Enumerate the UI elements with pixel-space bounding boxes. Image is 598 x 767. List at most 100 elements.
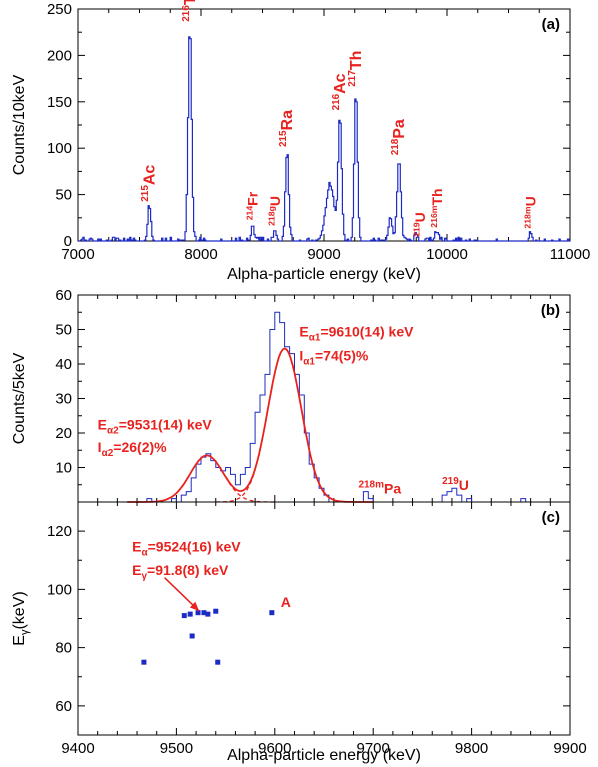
- annot-rest: =91.8(8) keV: [147, 562, 229, 578]
- data-point: [141, 659, 147, 665]
- isotope-label: 218mU: [522, 196, 538, 228]
- data-point: [201, 610, 207, 616]
- isotope-mass: 218m: [358, 479, 384, 490]
- y-tick-label: 120: [47, 523, 72, 540]
- fit-annotation: Iα1=74(5)%: [299, 348, 368, 368]
- y-tick-label: 10: [55, 460, 72, 477]
- isotope-label: 216Th: [181, 0, 199, 22]
- isotope-label: 218Pa: [390, 119, 408, 155]
- x-tick-label: 9700: [357, 740, 390, 757]
- isotope-mass: 219: [442, 476, 459, 487]
- isotope-label: 219U: [412, 212, 428, 237]
- isotope-symbol: U: [412, 212, 428, 222]
- annot-base: E: [132, 539, 141, 555]
- ylabel-base: E: [11, 635, 28, 646]
- isotope-label: 214Fr: [244, 191, 260, 220]
- x-tick-label: 11000: [550, 246, 591, 263]
- isotope-symbol: U: [267, 196, 283, 206]
- isotope-mass: 216: [181, 5, 192, 22]
- isotope-mass: 217: [347, 70, 358, 87]
- isotope-symbol: Fr: [245, 191, 261, 206]
- isotope-symbol: Pa: [391, 119, 408, 139]
- isotope-label: 216mTh: [429, 188, 445, 227]
- annot-base: E: [98, 417, 107, 433]
- isotope-mass: 216m: [429, 205, 439, 227]
- annot-rest: =9531(14) keV: [119, 417, 213, 433]
- point-label-a: A: [281, 594, 291, 610]
- x-tick-label: 9000: [307, 246, 340, 263]
- x-tick-label: 9400: [61, 740, 94, 757]
- x-tick-label: 8000: [184, 246, 217, 263]
- isotope-label: 215Ac: [140, 165, 158, 202]
- annot-sub: α1: [303, 357, 315, 368]
- y-tick-label: 0: [64, 233, 72, 250]
- y-axis-title-a: Counts/10keV: [11, 74, 28, 175]
- annot-base: I: [98, 439, 102, 455]
- histogram-b: [78, 311, 570, 503]
- annot-base: E: [299, 323, 308, 339]
- spectrum-line-a: [78, 36, 570, 242]
- isotope-label: 215Ra: [278, 110, 296, 147]
- isotope-mass: 218: [390, 138, 401, 155]
- x-tick-label: 9600: [258, 740, 291, 757]
- isotope-symbol: Ac: [141, 165, 158, 186]
- isotope-mass: 215: [140, 185, 151, 202]
- isotope-symbol: Th: [348, 51, 365, 71]
- y-tick-label: 200: [47, 47, 72, 64]
- fit-component-2: [215, 347, 354, 503]
- panel-label-b: (b): [541, 302, 560, 319]
- isotope-symbol: Ac: [332, 73, 349, 94]
- panel-label-a: (a): [542, 16, 560, 33]
- x-axis-title-c: Alpha-particle energy (keV): [227, 747, 421, 764]
- y-tick-label: 100: [47, 581, 72, 598]
- isotope-mass: 218m: [522, 206, 532, 228]
- isotope-symbol: Th: [182, 0, 199, 5]
- plot-frame-a: [77, 8, 571, 242]
- isotope-symbol: U: [459, 477, 469, 493]
- y-tick-label: 150: [47, 94, 72, 111]
- annot-sub: γ: [141, 571, 147, 582]
- y-axis-title-b: Counts/5keV: [11, 352, 28, 444]
- isotope-mass: 214: [244, 206, 254, 221]
- data-point: [269, 610, 275, 616]
- isotope-mass: 219: [412, 222, 422, 237]
- isotope-label: 216Ac: [331, 73, 349, 110]
- y-axis-title-c: Eγ(keV): [11, 591, 31, 645]
- annot-sub: α2: [107, 426, 119, 437]
- gamma-annotation: Eα=9524(16) keV: [132, 539, 241, 559]
- fit-annotation: Eα2=9531(14) keV: [98, 417, 213, 437]
- y-tick-label: 60: [55, 698, 72, 715]
- panel-a: 7000 8000 9000 10000 11000 0 50 100 150 200 250 (a)…: [11, 0, 590, 283]
- data-point: [189, 633, 195, 639]
- data-point: [181, 613, 187, 619]
- y-tick-label: 60: [55, 287, 72, 304]
- annot-rest: =26(2)%: [113, 439, 167, 455]
- ylabel-unit: (keV): [11, 591, 28, 629]
- isotope-mass: 215: [278, 130, 289, 147]
- fit-annotation: Iα2=26(2)%: [98, 439, 167, 459]
- y-tick-label: 100: [47, 140, 72, 157]
- annot-base: I: [299, 348, 303, 364]
- annot-rest: =74(5)%: [315, 348, 369, 364]
- y-tick-label: 250: [47, 1, 72, 18]
- isotope-label-b: 218mPa: [358, 479, 401, 496]
- arrow-head: [189, 601, 200, 611]
- isotope-symbol: U: [523, 196, 539, 206]
- annot-sub: α1: [309, 332, 321, 343]
- isotope-mass: 218g: [266, 206, 276, 226]
- isotope-label: 218gU: [266, 196, 282, 226]
- x-tick-label: 9500: [160, 740, 193, 757]
- fit-component-1: [138, 454, 276, 503]
- y-tick-label: 20: [55, 425, 72, 442]
- y-tick-label: 50: [55, 322, 72, 339]
- data-point: [187, 611, 193, 617]
- annot-sub: α: [141, 548, 148, 559]
- isotope-mass: 216: [331, 93, 342, 110]
- isotope-label-b: 219U: [442, 476, 469, 493]
- gamma-annotation: Eγ=91.8(8) keV: [132, 562, 229, 582]
- annot-rest: =9524(16) keV: [148, 539, 242, 555]
- annot-rest: =9610(14) keV: [320, 323, 414, 339]
- data-point: [215, 659, 221, 665]
